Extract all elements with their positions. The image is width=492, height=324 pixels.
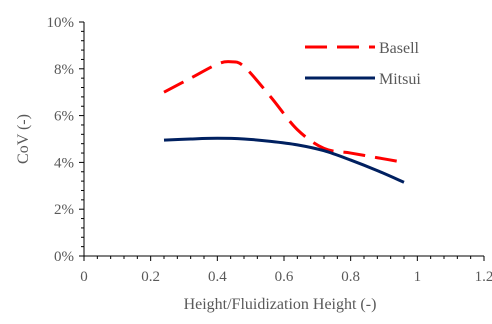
y-tick-label: 4% (54, 155, 74, 171)
series-layer (163, 60, 405, 184)
x-tick-label: 0.8 (341, 269, 360, 285)
series-line-basell (163, 60, 405, 164)
y-tick-label: 8% (54, 62, 74, 78)
x-tick-label: 0.2 (141, 269, 160, 285)
legend: Basell Mitsui (305, 40, 421, 88)
legend-label-mitsui: Mitsui (379, 71, 421, 88)
x-tick-label: 0 (80, 269, 88, 285)
x-tick-label: 0.4 (208, 269, 227, 285)
y-tick-label: 0% (54, 249, 74, 265)
y-axis-ticks: 0% 2% 4% 6% 8% 10% (47, 15, 84, 265)
x-tick-label: 1.2 (475, 269, 492, 285)
x-tick-label: 0.6 (275, 269, 294, 285)
x-tick-label: 1 (414, 269, 422, 285)
y-tick-label: 10% (47, 15, 75, 31)
y-tick-label: 6% (54, 109, 74, 125)
y-tick-label: 2% (54, 202, 74, 218)
y-axis-title: CoV (-) (15, 114, 32, 164)
series-line-mitsui (163, 136, 405, 184)
x-axis-ticks: 0 0.2 0.4 0.6 0.8 1 1.2 (80, 256, 492, 285)
x-axis-title: Height/Fluidization Height (-) (184, 296, 377, 313)
legend-label-basell: Basell (379, 40, 420, 57)
